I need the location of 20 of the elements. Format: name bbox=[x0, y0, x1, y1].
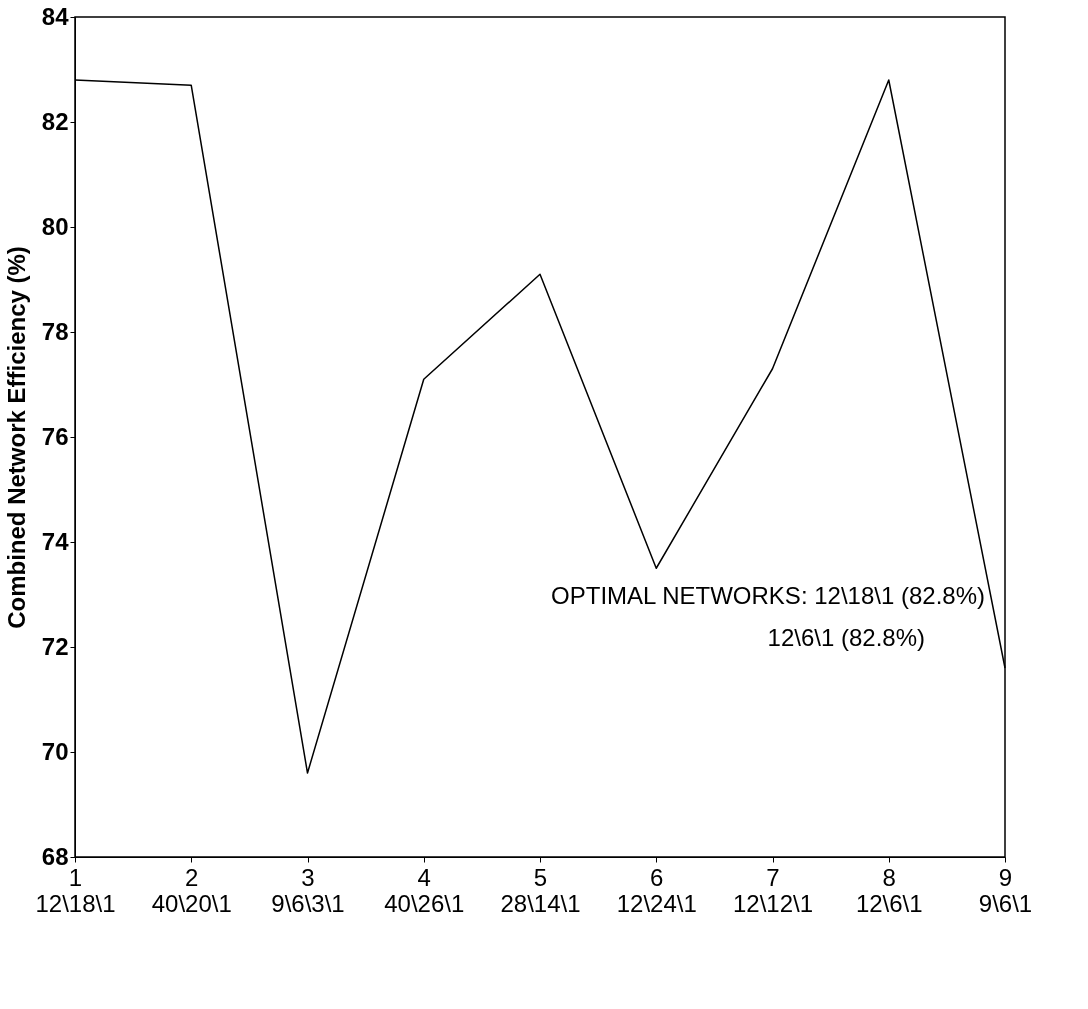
x-tick-label: 6 12\24\1 bbox=[616, 863, 697, 917]
y-tick-label: 74 bbox=[41, 527, 70, 555]
y-tick-label: 82 bbox=[41, 107, 69, 135]
y-tick-label: 68 bbox=[41, 842, 69, 870]
y-tick-label: 72 bbox=[41, 632, 69, 660]
annotation: 12\6\1 (82.8%) bbox=[767, 623, 925, 651]
y-tick-label: 84 bbox=[41, 2, 70, 30]
y-tick-label: 70 bbox=[41, 737, 69, 765]
x-tick-label: 4 40\26\1 bbox=[384, 863, 465, 917]
y-axis-title: Combined Network Efficiency (%) bbox=[2, 246, 30, 629]
y-tick-label: 80 bbox=[41, 212, 69, 240]
x-tick-label: 2 40\20\1 bbox=[151, 863, 232, 917]
y-tick-label: 76 bbox=[41, 422, 69, 450]
x-tick-label: 9 9\6\1 bbox=[978, 863, 1033, 917]
x-tick-label: 8 12\6\1 bbox=[855, 863, 923, 917]
x-tick-label: 5 28\14\1 bbox=[500, 863, 581, 917]
y-tick-label: 78 bbox=[41, 317, 69, 345]
annotation: OPTIMAL NETWORKS: 12\18\1 (82.8%) bbox=[551, 581, 985, 609]
x-tick-label: 7 12\12\1 bbox=[732, 863, 814, 917]
x-tick-label: 3 9\6\3\1 bbox=[271, 863, 345, 917]
